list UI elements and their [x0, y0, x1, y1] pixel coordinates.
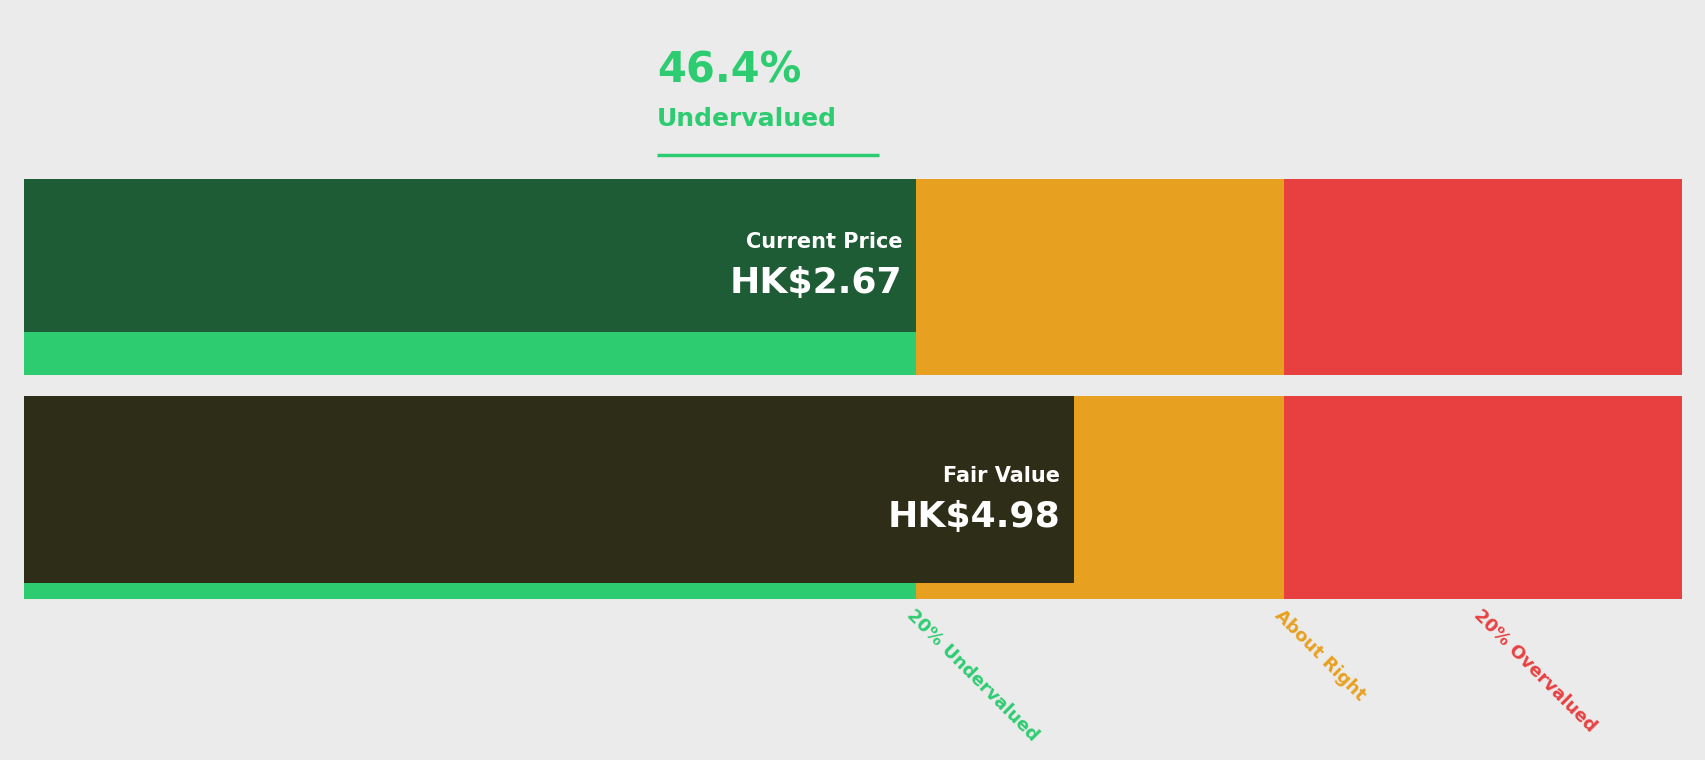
Text: HK$2.67: HK$2.67 [730, 266, 902, 300]
Text: Fair Value: Fair Value [943, 467, 1059, 486]
Text: 20% Overvalued: 20% Overvalued [1470, 606, 1599, 735]
Text: 46.4%: 46.4% [656, 49, 801, 91]
Text: 20% Undervalued: 20% Undervalued [902, 606, 1042, 745]
Bar [916, 179, 1284, 599]
Bar [24, 179, 916, 331]
Bar [1284, 179, 1681, 599]
Bar [24, 396, 1072, 582]
Text: Current Price: Current Price [745, 233, 902, 252]
Bar [24, 375, 1681, 396]
Bar [24, 179, 916, 599]
Text: Undervalued: Undervalued [656, 107, 837, 131]
Text: HK$4.98: HK$4.98 [887, 500, 1059, 534]
Text: About Right: About Right [1270, 606, 1369, 704]
